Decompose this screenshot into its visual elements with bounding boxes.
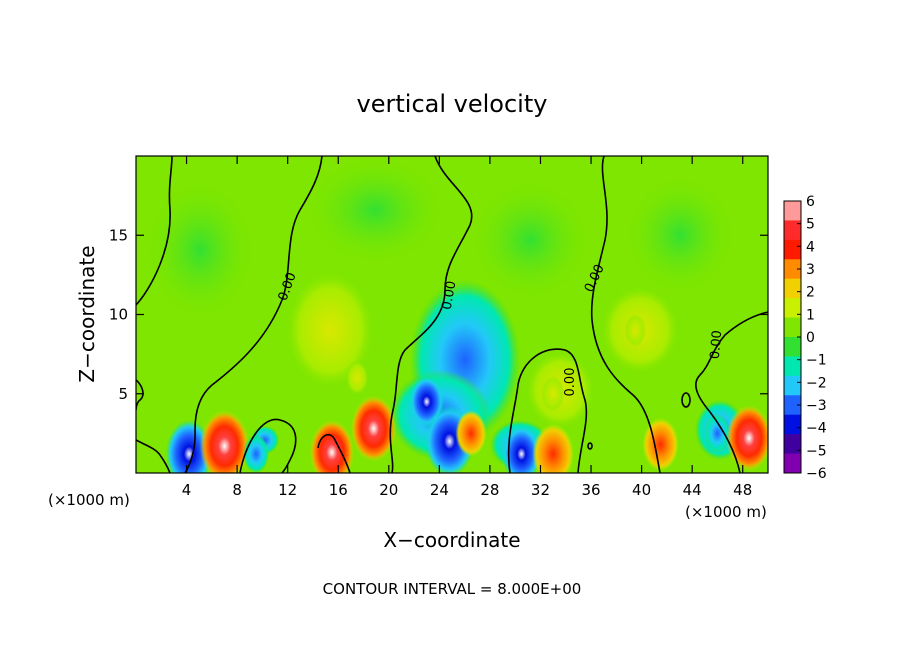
colorbar-label: −1	[806, 353, 827, 369]
y-axis: 5 10 15	[109, 226, 768, 403]
contour-interval-note: CONTOUR INTERVAL = 8.000E+00	[323, 580, 582, 598]
x-tick-label: 32	[531, 481, 550, 499]
x-unit-right: (×1000 m)	[685, 503, 767, 521]
colorbar-swatch	[784, 259, 801, 280]
background-patch	[305, 156, 445, 265]
colorbar-label: −4	[806, 421, 827, 437]
colorbar-swatch	[784, 220, 801, 241]
zero-contours	[136, 156, 768, 473]
x-tick-label: 28	[480, 481, 499, 499]
x-tick-label: 44	[683, 481, 702, 499]
background-patch	[625, 175, 735, 295]
colorbar-swatch	[784, 375, 801, 396]
colorbar-label: 4	[806, 239, 815, 255]
velocity-blob-2	[243, 434, 269, 473]
y-tick-label: 10	[109, 306, 128, 324]
background-patch	[145, 180, 255, 320]
zero-contour-line	[317, 433, 351, 473]
contour-label: 0.00	[708, 330, 725, 360]
zero-contour-loop	[681, 392, 691, 408]
x-axis-label: X−coordinate	[383, 528, 520, 552]
colorbar-swatch	[784, 434, 801, 455]
zero-contour-line	[136, 156, 173, 306]
colorbar-swatch	[784, 356, 801, 377]
zero-contour-line	[389, 156, 473, 473]
x-tick-label: 12	[278, 481, 297, 499]
zero-contour-line	[695, 311, 768, 473]
colorbar-label: −3	[806, 398, 827, 414]
colorbar-label: −2	[806, 375, 827, 391]
velocity-blob-5	[345, 360, 369, 396]
x-tick-label: 20	[379, 481, 398, 499]
colorbar-swatch	[784, 414, 801, 435]
x-tick-label: 16	[329, 481, 348, 499]
colorbar-label: 3	[806, 262, 815, 278]
velocity-blob-11	[541, 376, 565, 412]
zero-contour-line	[184, 156, 323, 473]
velocity-blob-3	[309, 420, 354, 473]
colorbar-label: −6	[806, 466, 827, 482]
zero-contour-line	[136, 439, 171, 473]
colorbar-label: 5	[806, 217, 815, 233]
colorbar-swatch	[784, 317, 801, 338]
y-tick-label: 15	[109, 226, 128, 244]
colorbar-swatch	[784, 395, 801, 416]
colorbar-swatch	[784, 278, 801, 299]
contour-label: 0.00	[440, 280, 460, 311]
velocity-blob-0	[165, 420, 213, 473]
colorbar-label: 1	[806, 307, 815, 323]
x-tick-label: 40	[632, 481, 651, 499]
zero-contour-loop	[587, 442, 593, 450]
velocity-blob-8	[455, 410, 487, 457]
x-axis: 4 8 12 16 20 24 28 32 36 40 44 48	[182, 156, 752, 499]
plot-area: 0.00 0.00 0.00 0.00 0.00	[136, 156, 768, 473]
x-tick-label: 4	[182, 481, 192, 499]
x-tick-label: 48	[733, 481, 752, 499]
velocity-blob-14	[704, 414, 731, 453]
zero-contour-line	[239, 418, 297, 473]
x-tick-label: 24	[430, 481, 449, 499]
colorbar: 6 5 4 3 2 1 0 −1 −2 −3 −4 −5 −6	[783, 194, 827, 482]
velocity-blob-13	[624, 314, 646, 347]
zero-contour-labels: 0.00 0.00 0.00 0.00 0.00	[276, 262, 726, 396]
x-tick-label: 36	[581, 481, 600, 499]
zero-contour-line	[507, 348, 588, 473]
velocity-blob-9	[502, 425, 541, 473]
velocity-blob-4	[351, 395, 397, 462]
colorbar-label: 2	[806, 285, 815, 301]
colorbar-swatch	[784, 298, 801, 319]
background-patch	[285, 270, 375, 390]
velocity-blob-12	[642, 417, 679, 472]
colorbar-swatch	[784, 337, 801, 357]
colorbar-label: 0	[806, 330, 815, 346]
colorbar-swatch	[784, 201, 801, 221]
chart-title: vertical velocity	[357, 90, 548, 118]
colorbar-swatch	[784, 239, 801, 260]
blob-layer	[165, 314, 768, 473]
y-tick-label: 5	[118, 385, 128, 403]
colorbar-label: 6	[806, 194, 815, 210]
y-axis-label: Z−coordinate	[75, 245, 99, 382]
background-patch	[470, 180, 590, 300]
x-unit-left: (×1000 m)	[48, 491, 130, 509]
colorbar-label: −5	[806, 443, 827, 459]
colorbar-swatch	[784, 453, 801, 474]
zero-contour-line	[590, 156, 661, 473]
contour-label: 0.00	[563, 368, 578, 397]
velocity-blob-15	[726, 405, 768, 471]
velocity-blob-1	[199, 410, 250, 473]
x-tick-label: 8	[232, 481, 242, 499]
velocity-blob-10	[532, 423, 574, 473]
